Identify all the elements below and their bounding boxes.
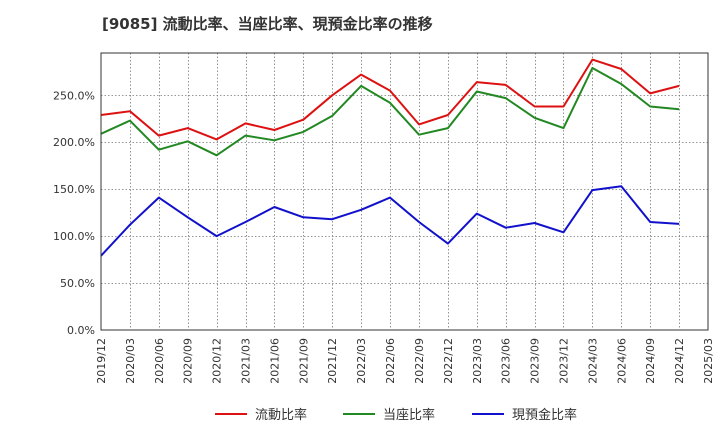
x-tick-label: 2021/03 [240,338,253,384]
x-tick-label: 2024/12 [673,338,686,384]
x-tick-label: 2020/06 [153,338,166,384]
legend: 流動比率 当座比率 現預金比率 [215,407,577,423]
series-line-3 [100,185,680,257]
legend-label-3: 現預金比率 [512,407,577,423]
x-tick-label: 2021/09 [297,338,310,384]
x-tick-label: 2020/12 [211,338,224,384]
legend-label-1: 流動比率 [255,407,307,423]
x-tick-label: 2022/03 [355,338,368,384]
x-tick-label: 2022/09 [413,338,426,384]
x-tick-label: 2024/03 [586,338,599,384]
x-tick-label: 2021/06 [268,338,281,384]
x-tick-label: 2020/03 [124,338,137,384]
y-tick-label: 50.0% [60,277,95,290]
x-tick-label: 2024/06 [615,338,628,384]
y-tick-label: 0.0% [67,324,95,337]
grid-lines [101,53,708,330]
plot-frame [100,52,709,331]
y-tick-label: 250.0% [53,89,95,102]
y-tick-label: 100.0% [53,230,95,243]
x-tick-label: 2023/06 [500,338,513,384]
y-tick-label: 200.0% [53,136,95,149]
chart-title: [9085] 流動比率、当座比率、現預金比率の推移 [102,15,433,33]
x-tick-label: 2025/03 [702,338,715,384]
x-axis-ticks: 2019/12 2020/03 2020/06 2020/09 2020/12 2021/… [95,338,715,384]
x-tick-label: 2023/03 [471,338,484,384]
series-lines [100,58,680,257]
x-tick-label: 2024/09 [644,338,657,384]
series-line-1 [100,58,680,141]
y-tick-label: 150.0% [53,183,95,196]
x-tick-label: 2023/12 [557,338,570,384]
x-tick-label: 2021/12 [326,338,339,384]
x-tick-label: 2023/09 [529,338,542,384]
x-tick-label: 2019/12 [95,338,108,384]
x-tick-label: 2022/06 [384,338,397,384]
series-line-2 [100,67,680,157]
x-tick-label: 2020/09 [182,338,195,384]
x-tick-label: 2022/12 [442,338,455,384]
y-axis-ticks: 0.0% 50.0% 100.0% 150.0% 200.0% 250.0% [53,89,95,337]
legend-label-2: 当座比率 [383,407,435,423]
